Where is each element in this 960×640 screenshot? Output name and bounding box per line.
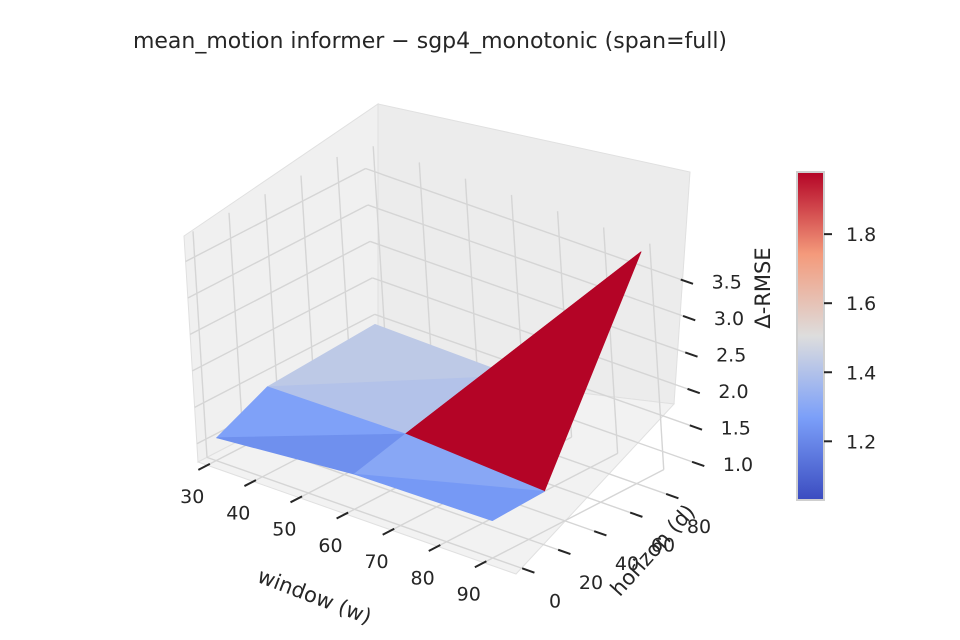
- y-axis-tick-mark: [665, 493, 679, 500]
- back-gridline-z: [367, 204, 687, 318]
- left-gridline-y: [228, 212, 244, 439]
- z-axis-tick-label: 2.5: [716, 344, 746, 366]
- z-axis-tick-mark: [680, 278, 694, 285]
- colorbar-tick-label: 1.8: [846, 224, 876, 246]
- x-axis-tick-mark: [197, 462, 211, 471]
- z-axis-tick-mark: [687, 387, 701, 395]
- y-axis-tick-label: 80: [687, 516, 711, 538]
- z-axis-tick-label: 3.5: [712, 272, 742, 294]
- chart-title: mean_motion informer − sgp4_monotonic (s…: [133, 29, 727, 54]
- x-axis-tick-label: 40: [226, 502, 250, 524]
- y-axis-tick-label: 60: [651, 535, 675, 557]
- z-axis-tick-label: 1.0: [723, 454, 753, 476]
- x-axis-tick-mark: [336, 511, 349, 520]
- colorbar-tick-label: 1.6: [846, 293, 876, 315]
- z-axis-tick-mark: [691, 460, 705, 468]
- y-axis-tick-label: 20: [579, 572, 603, 594]
- x-axis-tick-mark: [382, 527, 395, 536]
- floor-gridline-y: [206, 456, 526, 571]
- z-axis-tick-label: 3.0: [714, 308, 744, 330]
- z-axis-tick-label: 1.5: [721, 417, 751, 439]
- z-axis-tick-label: 2.0: [718, 381, 748, 403]
- colorbar: 1.2 1.4 1.6 1.8: [796, 171, 876, 501]
- y-axis-tick-label: 0: [549, 590, 561, 612]
- x-axis-tick-label: 60: [318, 535, 342, 557]
- left-gridline-z: [187, 204, 369, 299]
- y-axis-tick-mark: [593, 530, 607, 537]
- colorbar-tick-label: 1.4: [846, 362, 876, 384]
- left-gridline-z: [189, 240, 371, 336]
- x-axis-tick-label: 70: [364, 551, 388, 573]
- x-axis-label: window (w): [254, 564, 375, 629]
- back-gridline-z: [369, 240, 689, 355]
- left-gridline-y: [192, 231, 208, 458]
- x-axis-tick-label: 80: [411, 567, 435, 589]
- back-gridline-x: [649, 243, 665, 470]
- surface-facet: [353, 473, 545, 521]
- x-axis-tick-mark: [243, 479, 257, 487]
- x-axis-tick-label: 50: [272, 519, 296, 541]
- y-axis-tick-mark: [557, 548, 571, 556]
- z-axis-tick-mark: [682, 315, 696, 322]
- left-gridline-z: [185, 167, 366, 263]
- y-axis-label: horizon (d): [606, 500, 700, 601]
- x-axis-tick-label: 90: [457, 584, 481, 606]
- y-axis-tick-mark: [521, 567, 535, 574]
- colorbar-tick-label: 1.2: [846, 431, 876, 453]
- y-axis-tick-label: 40: [615, 553, 639, 575]
- back-gridline-z: [372, 277, 691, 391]
- z-axis-tick-mark: [689, 424, 703, 431]
- colorbar-ticks: 1.2 1.4 1.6 1.8: [824, 224, 876, 453]
- z-axis-tick-mark: [684, 351, 698, 358]
- x-axis-tick-label: 30: [180, 486, 204, 508]
- colorbar-gradient: [796, 171, 825, 501]
- left-gridline-z: [194, 313, 375, 408]
- left-gridline-z: [192, 277, 373, 372]
- x-axis-tick-mark: [428, 544, 441, 552]
- x-axis-tick-mark: [290, 495, 303, 504]
- z-axis-label: Δ-RMSE: [751, 247, 775, 328]
- back-gridline-x: [602, 227, 619, 454]
- y-axis-tick-mark: [629, 511, 643, 518]
- axis-ticks: 30 40 50 60 70 80 90 0 20 40 60 80 1.0 1.5 2.0 2.5 3.0 3.…: [180, 272, 753, 613]
- floor-gridline-x: [483, 469, 665, 564]
- surface: [216, 251, 642, 521]
- x-axis-tick-mark: [474, 560, 487, 569]
